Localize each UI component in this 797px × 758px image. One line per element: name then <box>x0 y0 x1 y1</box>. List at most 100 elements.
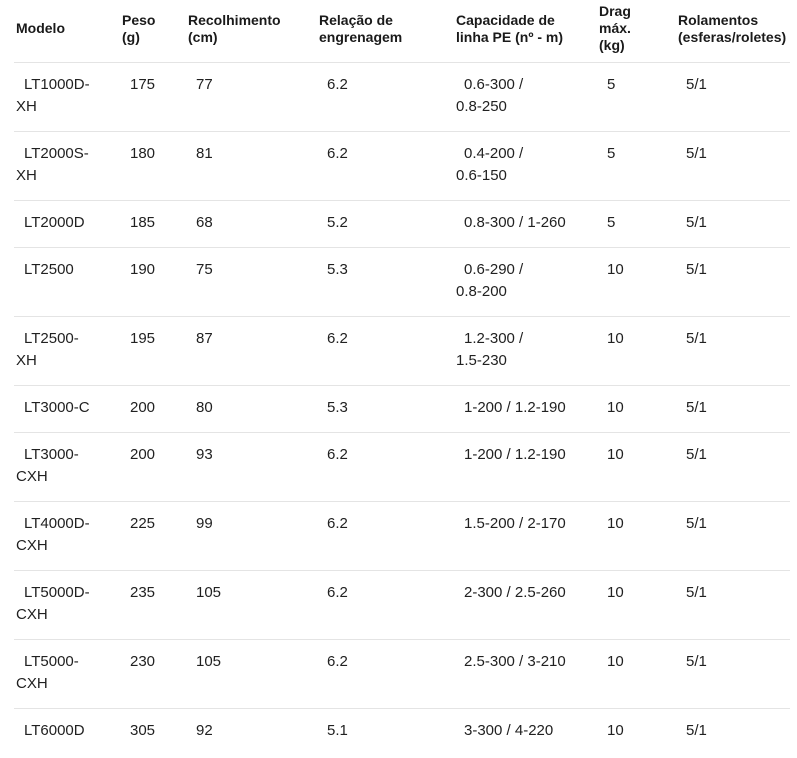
cell-relacao: 5.3 <box>317 247 454 317</box>
cell-modelo: LT2500 <box>14 247 120 317</box>
cell-capacidade: 2-300 / 2.5-260 <box>454 570 597 640</box>
column-header-drag: Drag máx. (kg) <box>597 0 676 63</box>
cell-peso: 235 <box>120 570 186 640</box>
cell-drag: 10 <box>597 570 676 640</box>
cell-drag: 10 <box>597 432 676 502</box>
cell-rolamentos: 5/1 <box>676 639 790 709</box>
cell-peso: 200 <box>120 385 186 433</box>
cell-peso: 180 <box>120 131 186 201</box>
cell-modelo: LT1000D- XH <box>14 62 120 132</box>
cell-drag: 10 <box>597 501 676 571</box>
cell-drag: 10 <box>597 316 676 386</box>
cell-relacao: 6.2 <box>317 501 454 571</box>
table-row: LT5000D- CXH 235 105 6.2 2-300 / 2.5-260 10 5/… <box>14 570 790 640</box>
column-header-recolhimento: Recolhimento (cm) <box>186 0 317 63</box>
cell-drag: 5 <box>597 131 676 201</box>
cell-recolhimento: 93 <box>186 432 317 502</box>
cell-rolamentos: 5/1 <box>676 247 790 317</box>
table-row: LT3000-C 200 80 5.3 1-200 / 1.2-190 10 5/1 <box>14 385 790 433</box>
table-row: LT1000D- XH 175 77 6.2 0.6-300 / 0.8-250 5 5/1 <box>14 62 790 132</box>
cell-relacao: 6.2 <box>317 570 454 640</box>
cell-capacidade: 0.4-200 / 0.6-150 <box>454 131 597 201</box>
cell-peso: 175 <box>120 62 186 132</box>
cell-relacao: 5.3 <box>317 385 454 433</box>
cell-relacao: 6.2 <box>317 639 454 709</box>
table-row: LT2000S- XH 180 81 6.2 0.4-200 / 0.6-150 5 5/1 <box>14 131 790 201</box>
cell-rolamentos: 5/1 <box>686 722 707 739</box>
table-row: LT2000D 185 68 5.2 0.8-300 / 1-260 5 5/1 <box>14 200 790 248</box>
column-header-capacidade: Capacidade de linha PE (nº - m) <box>454 0 597 63</box>
table-row: LT5000- CXH 230 105 6.2 2.5-300 / 3-210 10 5/1 <box>14 639 790 709</box>
cell-modelo: LT4000D- CXH <box>14 501 120 571</box>
cell-peso: 200 <box>120 432 186 502</box>
cell-recolhimento: 77 <box>186 62 317 132</box>
cell-relacao: 6.2 <box>317 62 454 132</box>
cell-peso: 305 <box>130 722 156 739</box>
cell-recolhimento: 68 <box>186 200 317 248</box>
cell-peso: 190 <box>120 247 186 317</box>
cell-modelo: LT5000D- CXH <box>14 570 120 640</box>
cell-rolamentos: 5/1 <box>676 501 790 571</box>
cell-relacao: 6.2 <box>317 316 454 386</box>
cell-peso: 185 <box>120 200 186 248</box>
cell-modelo: LT2000D <box>14 200 120 248</box>
cell-relacao: 5.2 <box>317 200 454 248</box>
column-header-modelo: Modelo <box>14 0 120 63</box>
cell-modelo: LT2000S- XH <box>14 131 120 201</box>
cell-capacidade: 0.6-290 / 0.8-200 <box>454 247 597 317</box>
cell-modelo: LT3000-C <box>14 385 120 433</box>
cell-peso: 195 <box>120 316 186 386</box>
reel-spec-table: Modelo Peso (g) Recolhimento (cm) Relação d… <box>14 0 790 755</box>
cell-capacidade: 2.5-300 / 3-210 <box>454 639 597 709</box>
cell-capacidade: 1-200 / 1.2-190 <box>454 385 597 433</box>
cell-rolamentos: 5/1 <box>676 316 790 386</box>
cell-rolamentos: 5/1 <box>676 570 790 640</box>
cell-recolhimento: 81 <box>186 131 317 201</box>
table-row: LT6000D 305 92 5.1 3-300 / 4-220 10 5/1 <box>14 709 790 756</box>
cell-recolhimento: 87 <box>186 316 317 386</box>
table-row: LT3000- CXH 200 93 6.2 1-200 / 1.2-190 10 5/1 <box>14 432 790 502</box>
cell-rolamentos: 5/1 <box>676 432 790 502</box>
cell-recolhimento: 99 <box>186 501 317 571</box>
cell-modelo: LT3000- CXH <box>14 432 120 502</box>
table-row: LT4000D- CXH 225 99 6.2 1.5-200 / 2-170 10 5/1 <box>14 501 790 571</box>
cell-capacidade: 0.6-300 / 0.8-250 <box>454 62 597 132</box>
table-row: LT2500 190 75 5.3 0.6-290 / 0.8-200 10 5/1 <box>14 247 790 317</box>
cell-relacao: 6.2 <box>317 131 454 201</box>
table-row: LT2500- XH 195 87 6.2 1.2-300 / 1.5-230 10 5/1 <box>14 316 790 386</box>
spec-table-body: LT1000D- XH 175 77 6.2 0.6-300 / 0.8-250 5 5/1… <box>14 62 790 756</box>
cell-recolhimento: 80 <box>186 385 317 433</box>
column-header-rolamentos: Rolamentos (esferas/roletes) <box>676 0 790 63</box>
cell-rolamentos: 5/1 <box>676 385 790 433</box>
cell-modelo: LT5000- CXH <box>14 639 120 709</box>
column-header-peso: Peso (g) <box>120 0 186 63</box>
spec-table-head: Modelo Peso (g) Recolhimento (cm) Relação d… <box>14 0 790 63</box>
cell-recolhimento: 105 <box>186 570 317 640</box>
cell-drag: 5 <box>597 200 676 248</box>
column-header-relacao: Relação de engrenagem <box>317 0 454 63</box>
header-row: Modelo Peso (g) Recolhimento (cm) Relação d… <box>14 0 790 63</box>
cell-peso: 230 <box>120 639 186 709</box>
cell-drag: 10 <box>597 247 676 317</box>
cell-drag: 10 <box>607 722 624 739</box>
cell-rolamentos: 5/1 <box>676 200 790 248</box>
cell-modelo: LT6000D <box>24 722 85 739</box>
cell-relacao: 6.2 <box>317 432 454 502</box>
cell-recolhimento: 75 <box>186 247 317 317</box>
cell-capacidade: 1.2-300 / 1.5-230 <box>454 316 597 386</box>
cell-relacao: 5.1 <box>327 722 348 739</box>
cell-recolhimento: 105 <box>186 639 317 709</box>
cell-peso: 225 <box>120 501 186 571</box>
cell-capacidade: 1.5-200 / 2-170 <box>454 501 597 571</box>
cell-modelo: LT2500- XH <box>14 316 120 386</box>
cell-recolhimento: 92 <box>196 722 213 739</box>
cell-drag: 10 <box>597 639 676 709</box>
cell-rolamentos: 5/1 <box>676 62 790 132</box>
cell-capacidade: 0.8-300 / 1-260 <box>454 200 597 248</box>
cell-capacidade: 1-200 / 1.2-190 <box>454 432 597 502</box>
cell-capacidade: 3-300 / 4-220 <box>464 722 554 739</box>
cell-rolamentos: 5/1 <box>676 131 790 201</box>
cell-drag: 10 <box>597 385 676 433</box>
cell-drag: 5 <box>597 62 676 132</box>
